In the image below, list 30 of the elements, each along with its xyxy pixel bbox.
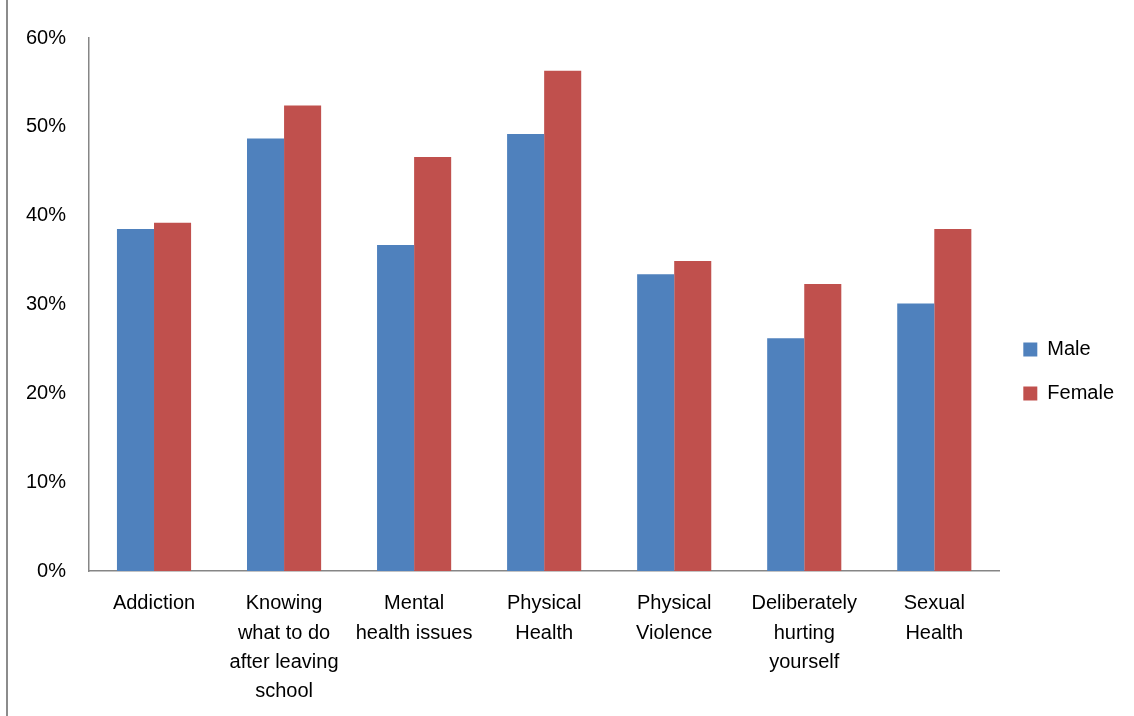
bar xyxy=(247,138,285,571)
bar xyxy=(934,228,972,571)
x-tick-label: Addiction xyxy=(112,591,196,614)
x-tick-label: Deliberately hurting yourself xyxy=(751,591,858,673)
bar xyxy=(674,260,712,571)
bar xyxy=(897,303,935,571)
bar xyxy=(767,338,805,571)
x-tick-label: Physical Health xyxy=(506,591,582,643)
x-tick-label: Mental health issues xyxy=(355,591,473,643)
bar xyxy=(414,157,452,571)
bar xyxy=(544,70,582,571)
x-tick-label: Sexual Health xyxy=(903,591,965,643)
bar xyxy=(377,244,415,571)
bar xyxy=(116,228,155,571)
bar xyxy=(804,284,842,571)
y-tick-label: 60% xyxy=(25,25,67,48)
x-tick-label: Knowing what to do after leaving school xyxy=(229,591,339,702)
bar xyxy=(637,274,675,571)
x-tick-label: Physical Violence xyxy=(636,591,713,643)
y-tick-label: 0% xyxy=(37,558,67,581)
y-tick-label: 10% xyxy=(25,469,67,492)
bar xyxy=(154,222,192,571)
bar xyxy=(284,105,322,571)
legend-label: Male xyxy=(1047,337,1091,360)
y-tick-label: 50% xyxy=(25,114,67,137)
legend-label: Female xyxy=(1047,381,1115,404)
y-tick-label: 20% xyxy=(25,380,67,403)
y-tick-label: 40% xyxy=(25,203,67,226)
bar xyxy=(507,133,545,571)
y-tick-label: 30% xyxy=(25,292,67,315)
